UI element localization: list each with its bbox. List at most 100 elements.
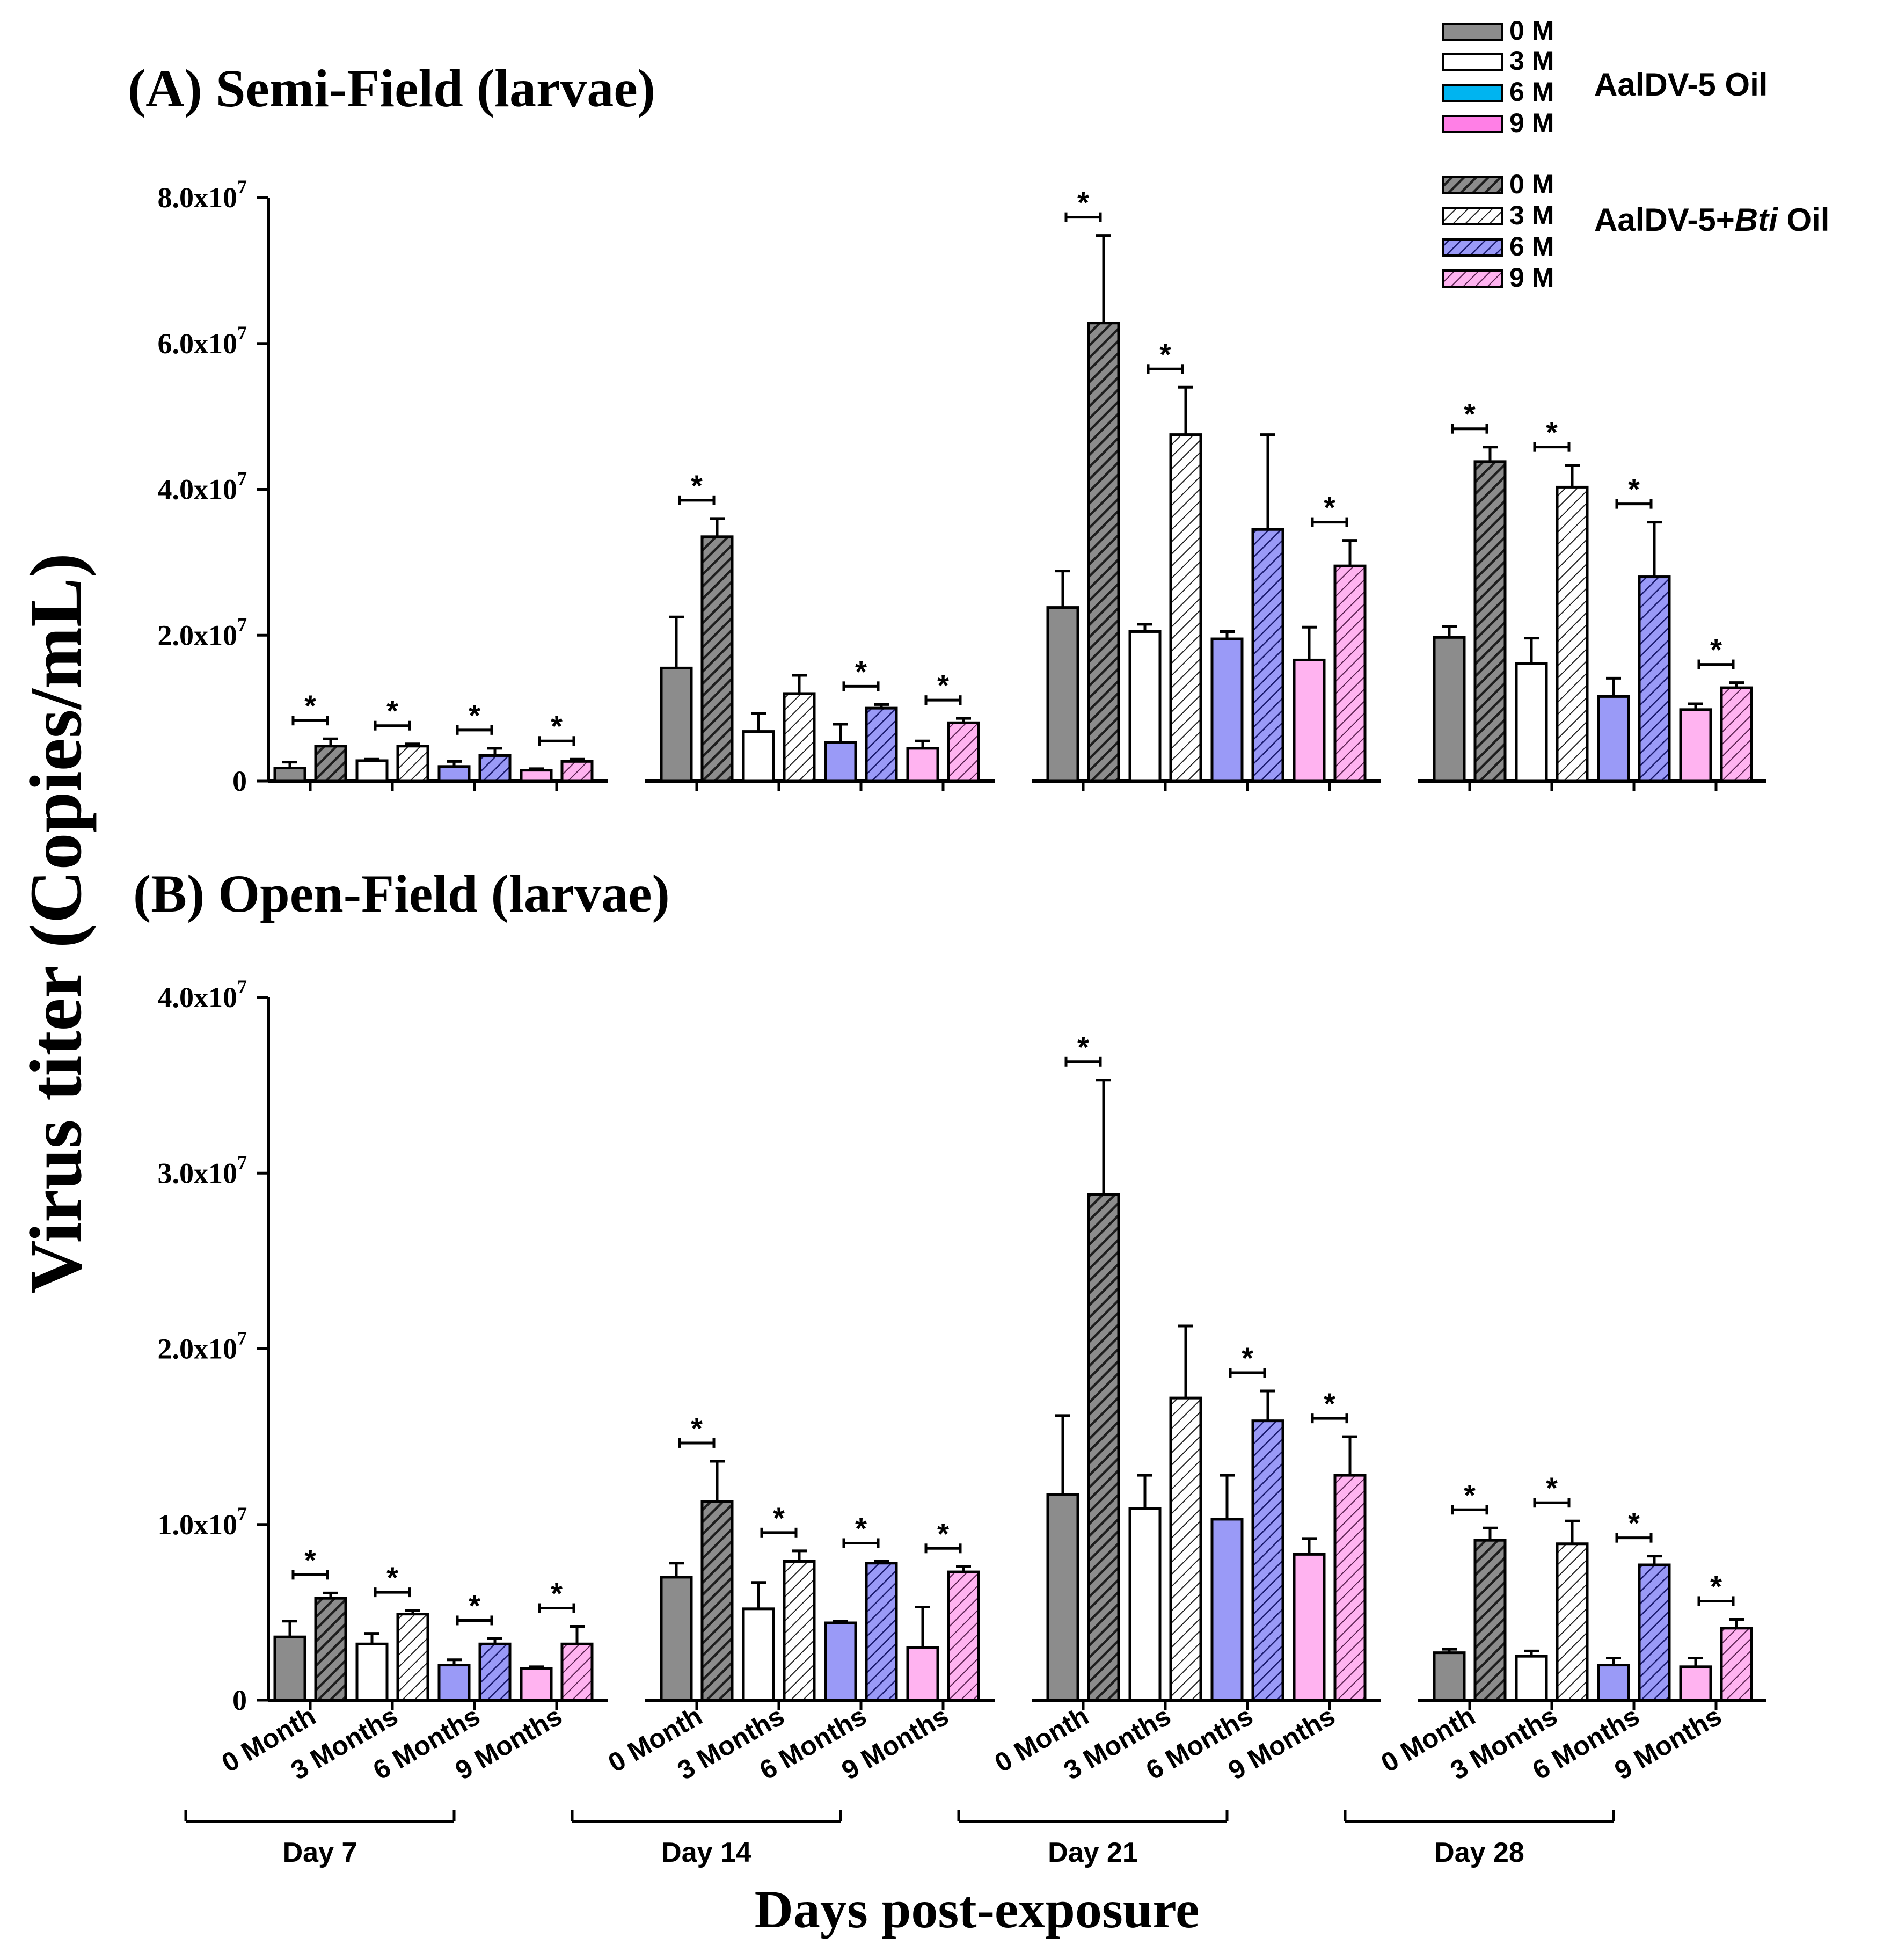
significance-star: * [386, 694, 398, 728]
legend-swatch-plain-6m [1442, 84, 1503, 102]
bar-panel-a-day3-6m-bti [1251, 528, 1284, 783]
significance-star: * [469, 698, 480, 732]
legend-label-plain-0m: 0 M [1509, 16, 1554, 46]
bar-panel-a-day3-0m-bti [1087, 322, 1120, 783]
significance-star: * [773, 1501, 785, 1535]
legend-group-a-label: AalDV-5 Oil [1594, 67, 1768, 103]
legend-label-plain-6m: 6 M [1509, 77, 1554, 107]
bar-panel-a-day4-6m-bti [1638, 575, 1671, 783]
significance-star: * [1710, 633, 1722, 667]
bar-panel-a-day3-6m-plain [1210, 637, 1244, 783]
significance-star: * [855, 654, 867, 688]
bar-panel-a-day4-3m-bti [1556, 485, 1589, 783]
day-group-label: Day 21 [1048, 1837, 1138, 1868]
legend-swatch-hatched-9m [1442, 269, 1503, 288]
bar-panel-a-day1-0m-bti [314, 745, 347, 783]
y-tick-label: 2.0x107 [158, 1328, 247, 1365]
y-tick-label: 2.0x107 [158, 614, 247, 651]
legend-swatch-plain-9m [1442, 115, 1503, 133]
y-tick-label-base: 8.0x10 [158, 181, 238, 214]
bar-panel-b-day3-6m-plain [1210, 1518, 1244, 1702]
legend-label-plain-3m: 3 M [1509, 46, 1554, 76]
y-axis-label: Virus titer (Copies/mL) [14, 553, 97, 1294]
bar-panel-b-day4-9m-plain [1679, 1665, 1712, 1702]
y-tick-label-exponent: 7 [237, 614, 247, 635]
bar-panel-a-day2-9m-plain [906, 747, 939, 783]
legend-label-hatched-6m: 6 M [1509, 231, 1554, 261]
significance-star: * [1710, 1569, 1722, 1603]
y-tick-label-exponent: 7 [237, 1503, 247, 1525]
legend-group-b-suffix: Oil [1778, 202, 1830, 238]
bar-panel-b-day4-3m-plain [1515, 1655, 1548, 1702]
y-tick-label-base: 6.0x10 [158, 327, 238, 360]
x-axis-label: Days post-exposure [755, 1879, 1200, 1939]
bar-panel-a-day2-0m-plain [660, 666, 693, 783]
bar-panel-a-day1-3m-bti [396, 745, 429, 783]
bar-panel-b-day1-3m-plain [355, 1642, 389, 1702]
bar-panel-b-day3-3m-bti [1169, 1396, 1202, 1702]
significance-star: * [304, 689, 316, 723]
significance-star: * [304, 1543, 316, 1577]
y-tick-label-exponent: 7 [237, 1328, 247, 1349]
y-tick-label-exponent: 7 [237, 176, 247, 198]
bar-panel-a-day3-0m-plain [1046, 606, 1079, 783]
bar-panel-b-day1-6m-plain [437, 1664, 471, 1702]
bar-panel-b-day2-9m-bti [947, 1570, 980, 1702]
significance-star: * [1628, 472, 1640, 506]
y-tick-label: 4.0x107 [158, 976, 247, 1014]
y-tick-label: 3.0x107 [158, 1152, 247, 1189]
y-tick-label: 6.0x107 [158, 322, 247, 360]
y-tick-label: 1.0x107 [158, 1503, 247, 1541]
bar-panel-b-day1-0m-bti [314, 1597, 347, 1702]
y-tick-label-exponent: 7 [237, 468, 247, 490]
y-tick-label-exponent: 7 [237, 976, 247, 997]
bar-panel-b-day1-9m-plain [520, 1667, 553, 1702]
legend-group-b-label: AalDV-5+Bti Oil [1594, 202, 1829, 238]
bar-panel-a-day2-3m-plain [742, 730, 775, 783]
y-tick-label-base: 2.0x10 [158, 1333, 238, 1365]
legend-group-b-italic: Bti [1735, 202, 1778, 238]
y-tick-label-base: 2.0x10 [158, 619, 238, 651]
panel-a-title: (A) Semi-Field (larvae) [128, 59, 655, 118]
bar-panel-b-day4-0m-plain [1433, 1651, 1466, 1702]
y-tick-label: 4.0x107 [158, 468, 247, 506]
significance-star: * [691, 469, 703, 502]
legend-label-hatched-9m: 9 M [1509, 263, 1554, 293]
y-tick-label-exponent: 7 [237, 1152, 247, 1173]
bar-panel-b-day1-3m-bti [396, 1613, 429, 1702]
legend-swatch-hatched-0m [1442, 176, 1503, 194]
bar-panel-b-day4-6m-plain [1597, 1664, 1630, 1702]
bar-panel-b-day4-9m-bti [1720, 1627, 1753, 1702]
bar-panel-b-day4-0m-bti [1473, 1539, 1507, 1702]
bar-panel-b-day4-6m-bti [1638, 1563, 1671, 1702]
y-tick-label: 0 [232, 1684, 247, 1716]
y-tick-label-base: 0 [232, 765, 247, 797]
significance-star: * [1159, 337, 1171, 371]
significance-star: * [1464, 397, 1476, 431]
bar-panel-b-day2-0m-bti [700, 1500, 734, 1702]
bar-panel-a-day2-9m-bti [947, 721, 980, 783]
bar-panel-a-day3-3m-plain [1128, 630, 1162, 783]
significance-star: * [469, 1589, 480, 1622]
bar-panel-a-day4-6m-plain [1597, 695, 1630, 783]
bar-panel-a-day2-6m-bti [865, 706, 898, 783]
bar-panel-a-day1-0m-plain [273, 767, 306, 783]
legend: 0 M 3 M 6 M 9 M AalDV-5 Oil 0 M 3 M 6 M … [1442, 16, 1829, 293]
bar-panel-a-day4-3m-plain [1515, 662, 1548, 783]
bar-panel-a-day2-3m-bti [783, 692, 816, 783]
bar-panel-a-day3-3m-bti [1169, 433, 1202, 783]
bar-panel-a-day1-6m-plain [437, 765, 471, 783]
bar-panel-a-day1-6m-bti [478, 754, 512, 783]
y-tick-label: 8.0x107 [158, 176, 247, 214]
bar-panel-b-day3-0m-plain [1046, 1493, 1079, 1702]
significance-star: * [1077, 186, 1089, 220]
bar-panel-b-day2-0m-plain [660, 1576, 693, 1702]
significance-star: * [1077, 1030, 1089, 1064]
y-tick-label: 0 [232, 765, 247, 797]
bar-panel-b-day1-6m-bti [478, 1642, 512, 1702]
bar-panel-b-day2-6m-bti [865, 1562, 898, 1702]
significance-star: * [1242, 1341, 1253, 1375]
